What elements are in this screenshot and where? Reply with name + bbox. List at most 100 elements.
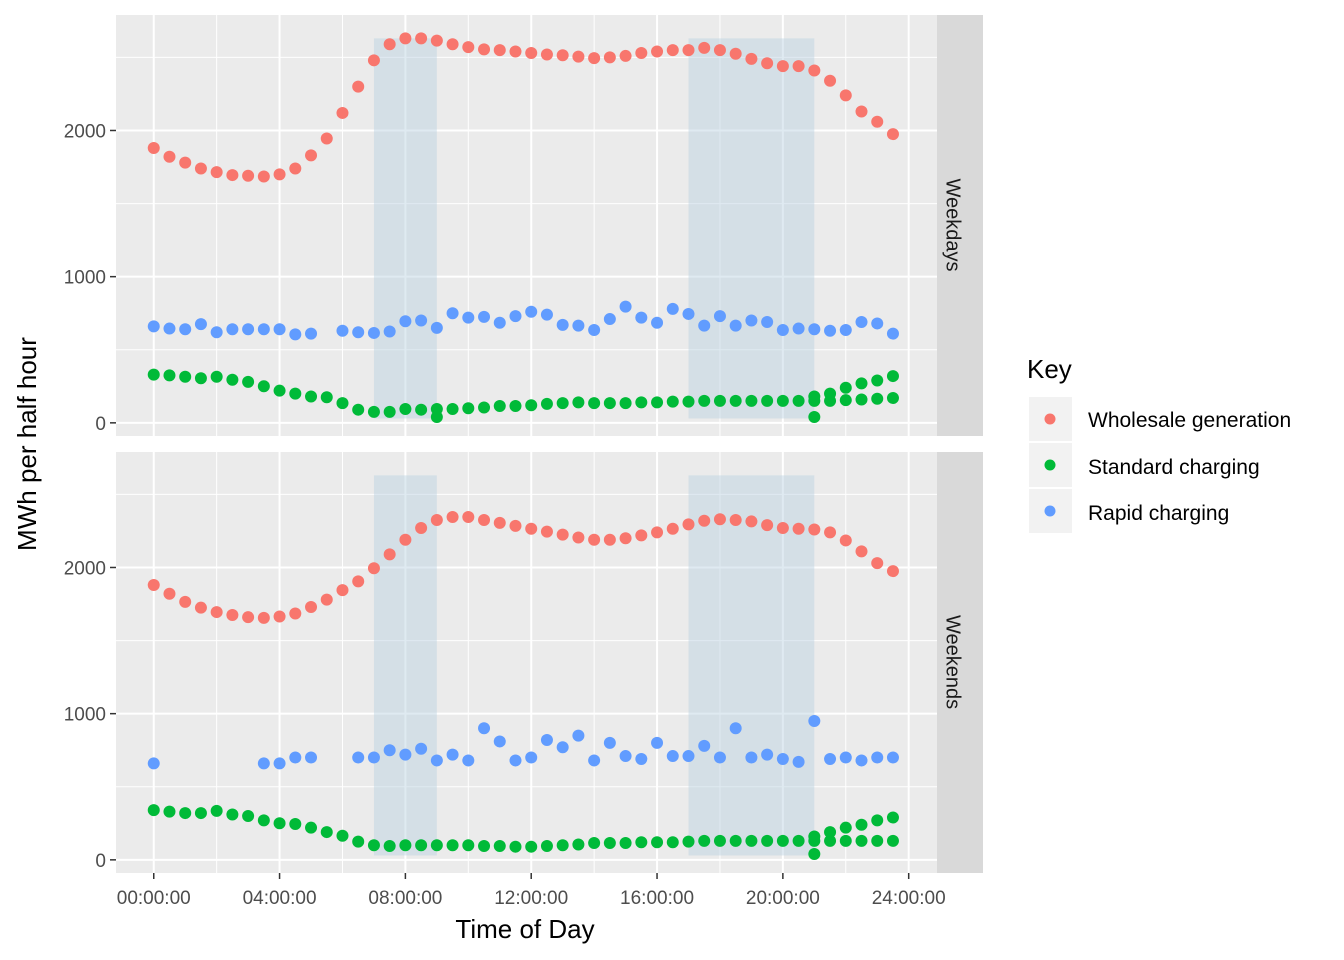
point-rapid-charging — [855, 315, 868, 328]
point-wholesale-generation — [289, 162, 302, 175]
point-wholesale-generation — [776, 60, 789, 73]
point-wholesale-generation — [886, 565, 899, 578]
point-wholesale-generation — [808, 523, 821, 536]
point-standard-charging — [792, 394, 805, 407]
point-rapid-charging — [242, 323, 255, 336]
point-standard-charging — [289, 387, 302, 400]
point-standard-charging — [713, 834, 726, 847]
point-standard-charging — [572, 396, 585, 409]
point-wholesale-generation — [367, 54, 380, 67]
point-standard-charging — [399, 402, 412, 415]
point-standard-charging — [651, 396, 664, 409]
point-wholesale-generation — [588, 533, 601, 546]
point-standard-charging — [729, 834, 742, 847]
point-wholesale-generation — [478, 43, 491, 56]
point-wholesale-generation — [242, 169, 255, 182]
point-standard-charging — [792, 834, 805, 847]
point-standard-charging — [761, 834, 774, 847]
point-standard-charging — [430, 839, 443, 852]
point-wholesale-generation — [320, 593, 333, 606]
point-rapid-charging — [367, 326, 380, 339]
point-wholesale-generation — [761, 519, 774, 532]
point-standard-charging — [289, 818, 302, 831]
strip-label-weekends: Weekends — [942, 615, 964, 709]
point-standard-charging — [682, 835, 695, 848]
panel-background — [116, 15, 937, 436]
legend-key-standard-charging — [1044, 459, 1056, 471]
point-wholesale-generation — [540, 48, 553, 61]
point-wholesale-generation — [871, 557, 884, 570]
point-rapid-charging — [540, 733, 553, 746]
point-wholesale-generation — [352, 575, 365, 588]
point-standard-charging — [478, 839, 491, 852]
point-rapid-charging — [603, 736, 616, 749]
point-wholesale-generation — [147, 142, 160, 155]
point-standard-charging — [698, 394, 711, 407]
point-wholesale-generation — [713, 44, 726, 57]
point-standard-charging — [808, 830, 821, 843]
point-standard-charging — [194, 807, 207, 820]
point-wholesale-generation — [572, 50, 585, 63]
legend-key-wholesale-generation — [1044, 413, 1056, 425]
point-wholesale-generation — [430, 513, 443, 526]
y-tick-label: 0 — [95, 851, 106, 872]
point-wholesale-generation — [446, 38, 459, 51]
point-wholesale-generation — [336, 584, 349, 597]
point-wholesale-generation — [305, 149, 318, 162]
point-rapid-charging — [745, 314, 758, 327]
point-standard-charging — [273, 384, 286, 397]
point-wholesale-generation — [792, 60, 805, 73]
x-axis: 00:00:00 04:00:00 08:00:00 12:00:00 16:00:00… — [117, 873, 946, 909]
point-standard-charging — [824, 834, 837, 847]
point-standard-charging — [556, 839, 569, 852]
point-standard-charging — [273, 817, 286, 830]
point-standard-charging — [886, 834, 899, 847]
point-standard-charging — [163, 805, 176, 818]
point-standard-charging — [446, 839, 459, 852]
point-rapid-charging — [776, 752, 789, 765]
point-rapid-charging — [257, 757, 270, 770]
point-rapid-charging — [415, 314, 428, 327]
x-tick-label: 00:00:00 — [117, 888, 191, 909]
point-standard-charging — [493, 839, 506, 852]
legend-item-wholesale-generation: Wholesale generation — [1029, 397, 1291, 441]
point-standard-charging — [839, 834, 852, 847]
point-wholesale-generation — [320, 132, 333, 145]
point-wholesale-generation — [808, 64, 821, 77]
x-tick-label: 12:00:00 — [494, 888, 568, 909]
point-wholesale-generation — [839, 534, 852, 547]
point-standard-charging — [871, 374, 884, 387]
point-wholesale-generation — [603, 533, 616, 546]
point-standard-charging — [462, 839, 475, 852]
point-rapid-charging — [792, 322, 805, 335]
point-standard-charging — [226, 808, 239, 821]
point-standard-charging — [839, 394, 852, 407]
point-standard-charging — [540, 839, 553, 852]
point-standard-charging — [651, 836, 664, 849]
point-wholesale-generation — [273, 610, 286, 623]
point-rapid-charging — [478, 310, 491, 323]
point-rapid-charging — [839, 324, 852, 337]
point-rapid-charging — [619, 300, 632, 313]
point-standard-charging — [367, 839, 380, 852]
legend-label-rapid-charging: Rapid charging — [1088, 502, 1229, 525]
point-standard-charging — [871, 814, 884, 827]
point-rapid-charging — [273, 323, 286, 336]
legend-key-rapid-charging — [1044, 505, 1056, 517]
point-rapid-charging — [698, 319, 711, 332]
point-standard-charging — [210, 370, 223, 383]
point-standard-charging — [509, 400, 522, 413]
point-wholesale-generation — [635, 529, 648, 542]
point-rapid-charging — [808, 714, 821, 727]
point-wholesale-generation — [776, 522, 789, 535]
point-standard-charging — [855, 393, 868, 406]
point-standard-charging — [603, 397, 616, 410]
point-rapid-charging — [415, 742, 428, 755]
x-tick-label: 08:00:00 — [368, 888, 442, 909]
point-rapid-charging — [509, 310, 522, 323]
point-standard-charging — [320, 391, 333, 404]
point-rapid-charging — [651, 316, 664, 329]
point-wholesale-generation — [194, 162, 207, 175]
legend-item-rapid-charging: Rapid charging — [1029, 489, 1229, 533]
